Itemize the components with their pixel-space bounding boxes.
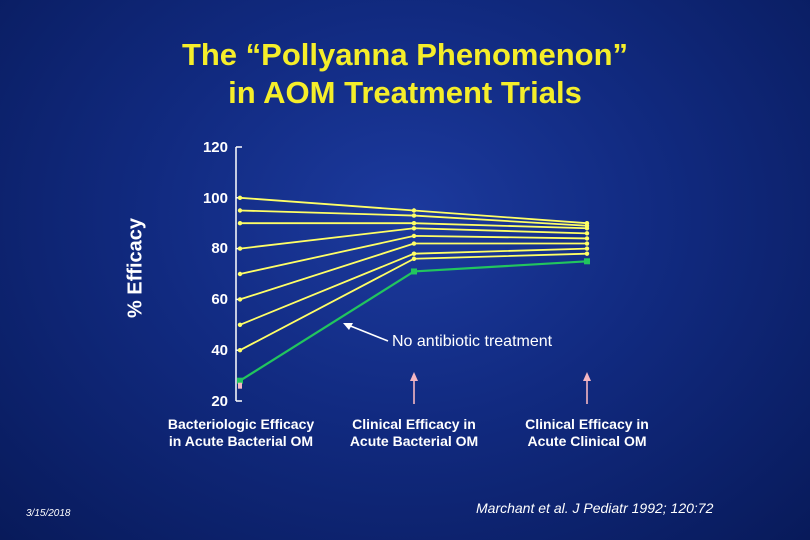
- data-point: [411, 241, 417, 246]
- data-point: [584, 231, 590, 236]
- footer-date: 3/15/2018: [26, 508, 71, 519]
- y-tick-label: 100: [202, 190, 228, 207]
- data-point: [411, 256, 417, 261]
- title-line-1: The “Pollyanna Phenomenon”: [181, 37, 629, 72]
- category-arrow-head: [583, 372, 591, 381]
- x-category-label: Clinical Efficacy in Acute Bacterial OM: [329, 416, 499, 450]
- x-category-label: Bacteriologic Efficacy in Acute Bacteria…: [156, 416, 326, 450]
- category-arrow-head: [410, 372, 418, 381]
- data-point: [411, 268, 417, 275]
- data-point: [411, 233, 417, 239]
- data-point: [584, 258, 590, 265]
- data-point: [411, 226, 417, 231]
- data-point: [237, 195, 243, 200]
- data-point: [237, 271, 243, 277]
- y-tick-label: 40: [211, 342, 228, 359]
- annotation-arrow-line: [347, 324, 389, 342]
- data-point: [237, 297, 243, 302]
- data-point: [411, 221, 417, 226]
- x-category-line: Bacteriologic Efficacy: [167, 416, 315, 432]
- series-line: [239, 260, 588, 382]
- series-line: [239, 252, 588, 351]
- x-category-label: Clinical Efficacy in Acute Clinical OM: [502, 416, 672, 450]
- category-arrow-stub: [238, 382, 242, 389]
- chart-title: The “Pollyanna Phenomenon” in AOM Treatm…: [0, 36, 810, 112]
- data-point: [237, 221, 243, 226]
- y-tick-label: 120: [202, 139, 228, 156]
- data-point: [237, 208, 243, 213]
- annotation-no-antibiotic: No antibiotic treatment: [392, 333, 553, 350]
- x-category-line: in Acute Bacterial OM: [168, 433, 314, 449]
- data-point: [411, 213, 417, 218]
- x-category-line: Acute Bacterial OM: [349, 433, 479, 449]
- data-point: [237, 246, 243, 251]
- y-tick-label: 80: [211, 240, 228, 257]
- annotation-arrow-head: [343, 323, 353, 330]
- citation: Marchant et al. J Pediatr 1992; 120:72: [476, 500, 714, 516]
- data-point: [584, 241, 590, 246]
- x-category-line: Acute Clinical OM: [527, 433, 647, 449]
- y-tick-label: 20: [211, 393, 228, 410]
- data-point: [584, 236, 590, 241]
- data-point: [584, 251, 590, 256]
- data-point: [237, 322, 243, 327]
- data-point: [237, 377, 243, 384]
- data-point: [411, 208, 417, 213]
- title-line-2: in AOM Treatment Trials: [228, 75, 582, 110]
- data-point: [237, 348, 243, 353]
- data-point: [584, 246, 590, 251]
- data-point: [584, 226, 590, 231]
- x-category-line: Clinical Efficacy in: [352, 416, 476, 432]
- data-point: [411, 251, 417, 256]
- y-tick-label: 60: [211, 291, 228, 308]
- x-category-line: Clinical Efficacy in: [525, 416, 649, 432]
